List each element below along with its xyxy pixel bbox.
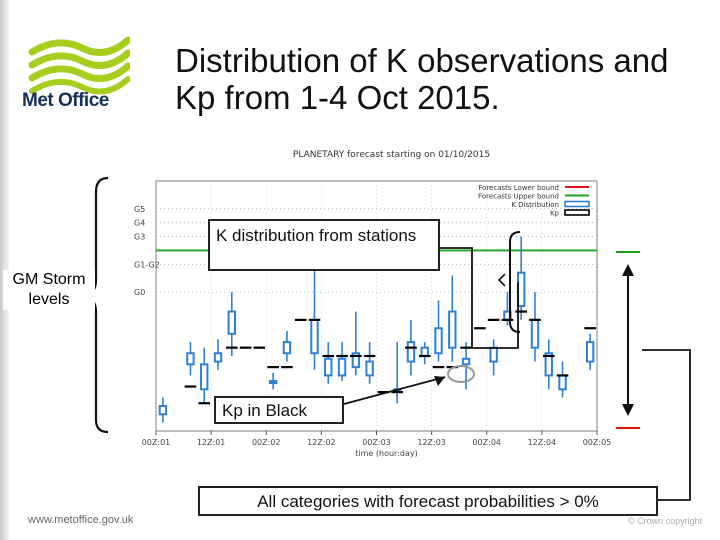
x-tick-label: 00Z:05: [583, 438, 612, 447]
k-distribution-box: [406, 341, 416, 363]
k-distribution-box: [337, 357, 347, 377]
k-distribution-box: [282, 341, 292, 355]
range-arrowhead-down: [622, 404, 634, 416]
k-distribution-box: [351, 352, 361, 369]
k-distribution-box: [324, 357, 333, 377]
y-tick-label: G3: [134, 233, 145, 242]
x-tick-label: 12Z:03: [417, 438, 446, 447]
k-distribution-box: [530, 318, 540, 349]
x-tick-label: 00Z:02: [252, 438, 281, 447]
k-distribution-callout: K distribution from stations: [208, 219, 440, 271]
kp-callout-arrow: [343, 376, 446, 405]
gm-storm-levels-label: GM Storm levels: [3, 270, 95, 310]
k-distribution-box: [158, 405, 168, 416]
k-distribution-box: [517, 271, 526, 307]
kp-black-callout: Kp in Black: [214, 396, 344, 424]
footer-url: www.metoffice.gov.uk: [28, 514, 134, 526]
legend-swatch: [564, 209, 590, 216]
all-categories-callout: All categories with forecast probabiliti…: [198, 486, 658, 516]
k-distribution-box: [558, 374, 567, 391]
k-distribution-box: [213, 352, 223, 363]
k-distribution-box: [310, 318, 319, 355]
k-distribution-box: [200, 363, 209, 391]
x-tick-label: 00Z:01: [142, 438, 171, 447]
x-tick-label: 12Z:04: [528, 438, 557, 447]
brand-name: Met Office: [22, 90, 109, 111]
k-distribution-box: [268, 380, 278, 384]
all-categories-connector: [642, 349, 691, 501]
x-tick-label: 00Z:04: [472, 438, 501, 447]
k-callout-connector: [440, 247, 519, 349]
y-tick-label: G4: [134, 219, 145, 228]
k-distribution-box: [489, 346, 498, 363]
range-arrowhead-up: [622, 264, 634, 276]
x-tick-label: 12Z:02: [307, 438, 336, 447]
k-bracket: [509, 231, 521, 333]
met-office-logo-icon: [28, 36, 130, 95]
k-distribution-box: [461, 357, 471, 366]
k-distribution-box: [544, 352, 553, 377]
k-distribution-box: [186, 352, 195, 366]
title-line-1: Distribution of K observations and: [175, 42, 669, 79]
slide-title: Distribution of K observations and Kp fr…: [175, 42, 668, 116]
legend-label: Forecasts Lower bound: [478, 184, 559, 192]
y-tick-label: G1-G2: [134, 260, 160, 269]
chart-title: PLANETARY forecast starting on 01/10/201…: [293, 150, 490, 160]
legend-label: K Distribution: [511, 201, 559, 209]
legend-swatch: [564, 200, 590, 208]
y-tick-label: G5: [134, 205, 145, 214]
k-distribution-box: [448, 310, 457, 349]
k-distribution-box: [420, 346, 429, 357]
y-tick-label: G0: [134, 288, 145, 297]
x-tick-label: 00Z:03: [362, 438, 391, 447]
legend-label: Kp: [550, 210, 560, 218]
copyright-notice: © Crown copyright: [628, 516, 703, 526]
k-distribution-box: [434, 327, 443, 355]
k-distribution-box: [227, 310, 236, 335]
kp-highlight-circle: [447, 365, 475, 383]
k-distribution-box: [585, 341, 595, 363]
k-bracket-arrowhead: [497, 273, 506, 287]
kp-callout-arrowhead: [434, 376, 445, 386]
x-axis-label: time (hour:day): [355, 449, 417, 458]
title-line-2: Kp from 1-4 Oct 2015.: [175, 79, 500, 116]
x-tick-label: 12Z:01: [197, 438, 226, 447]
legend-label: Forecasts Upper bound: [478, 193, 559, 201]
k-distribution-box: [365, 360, 374, 377]
